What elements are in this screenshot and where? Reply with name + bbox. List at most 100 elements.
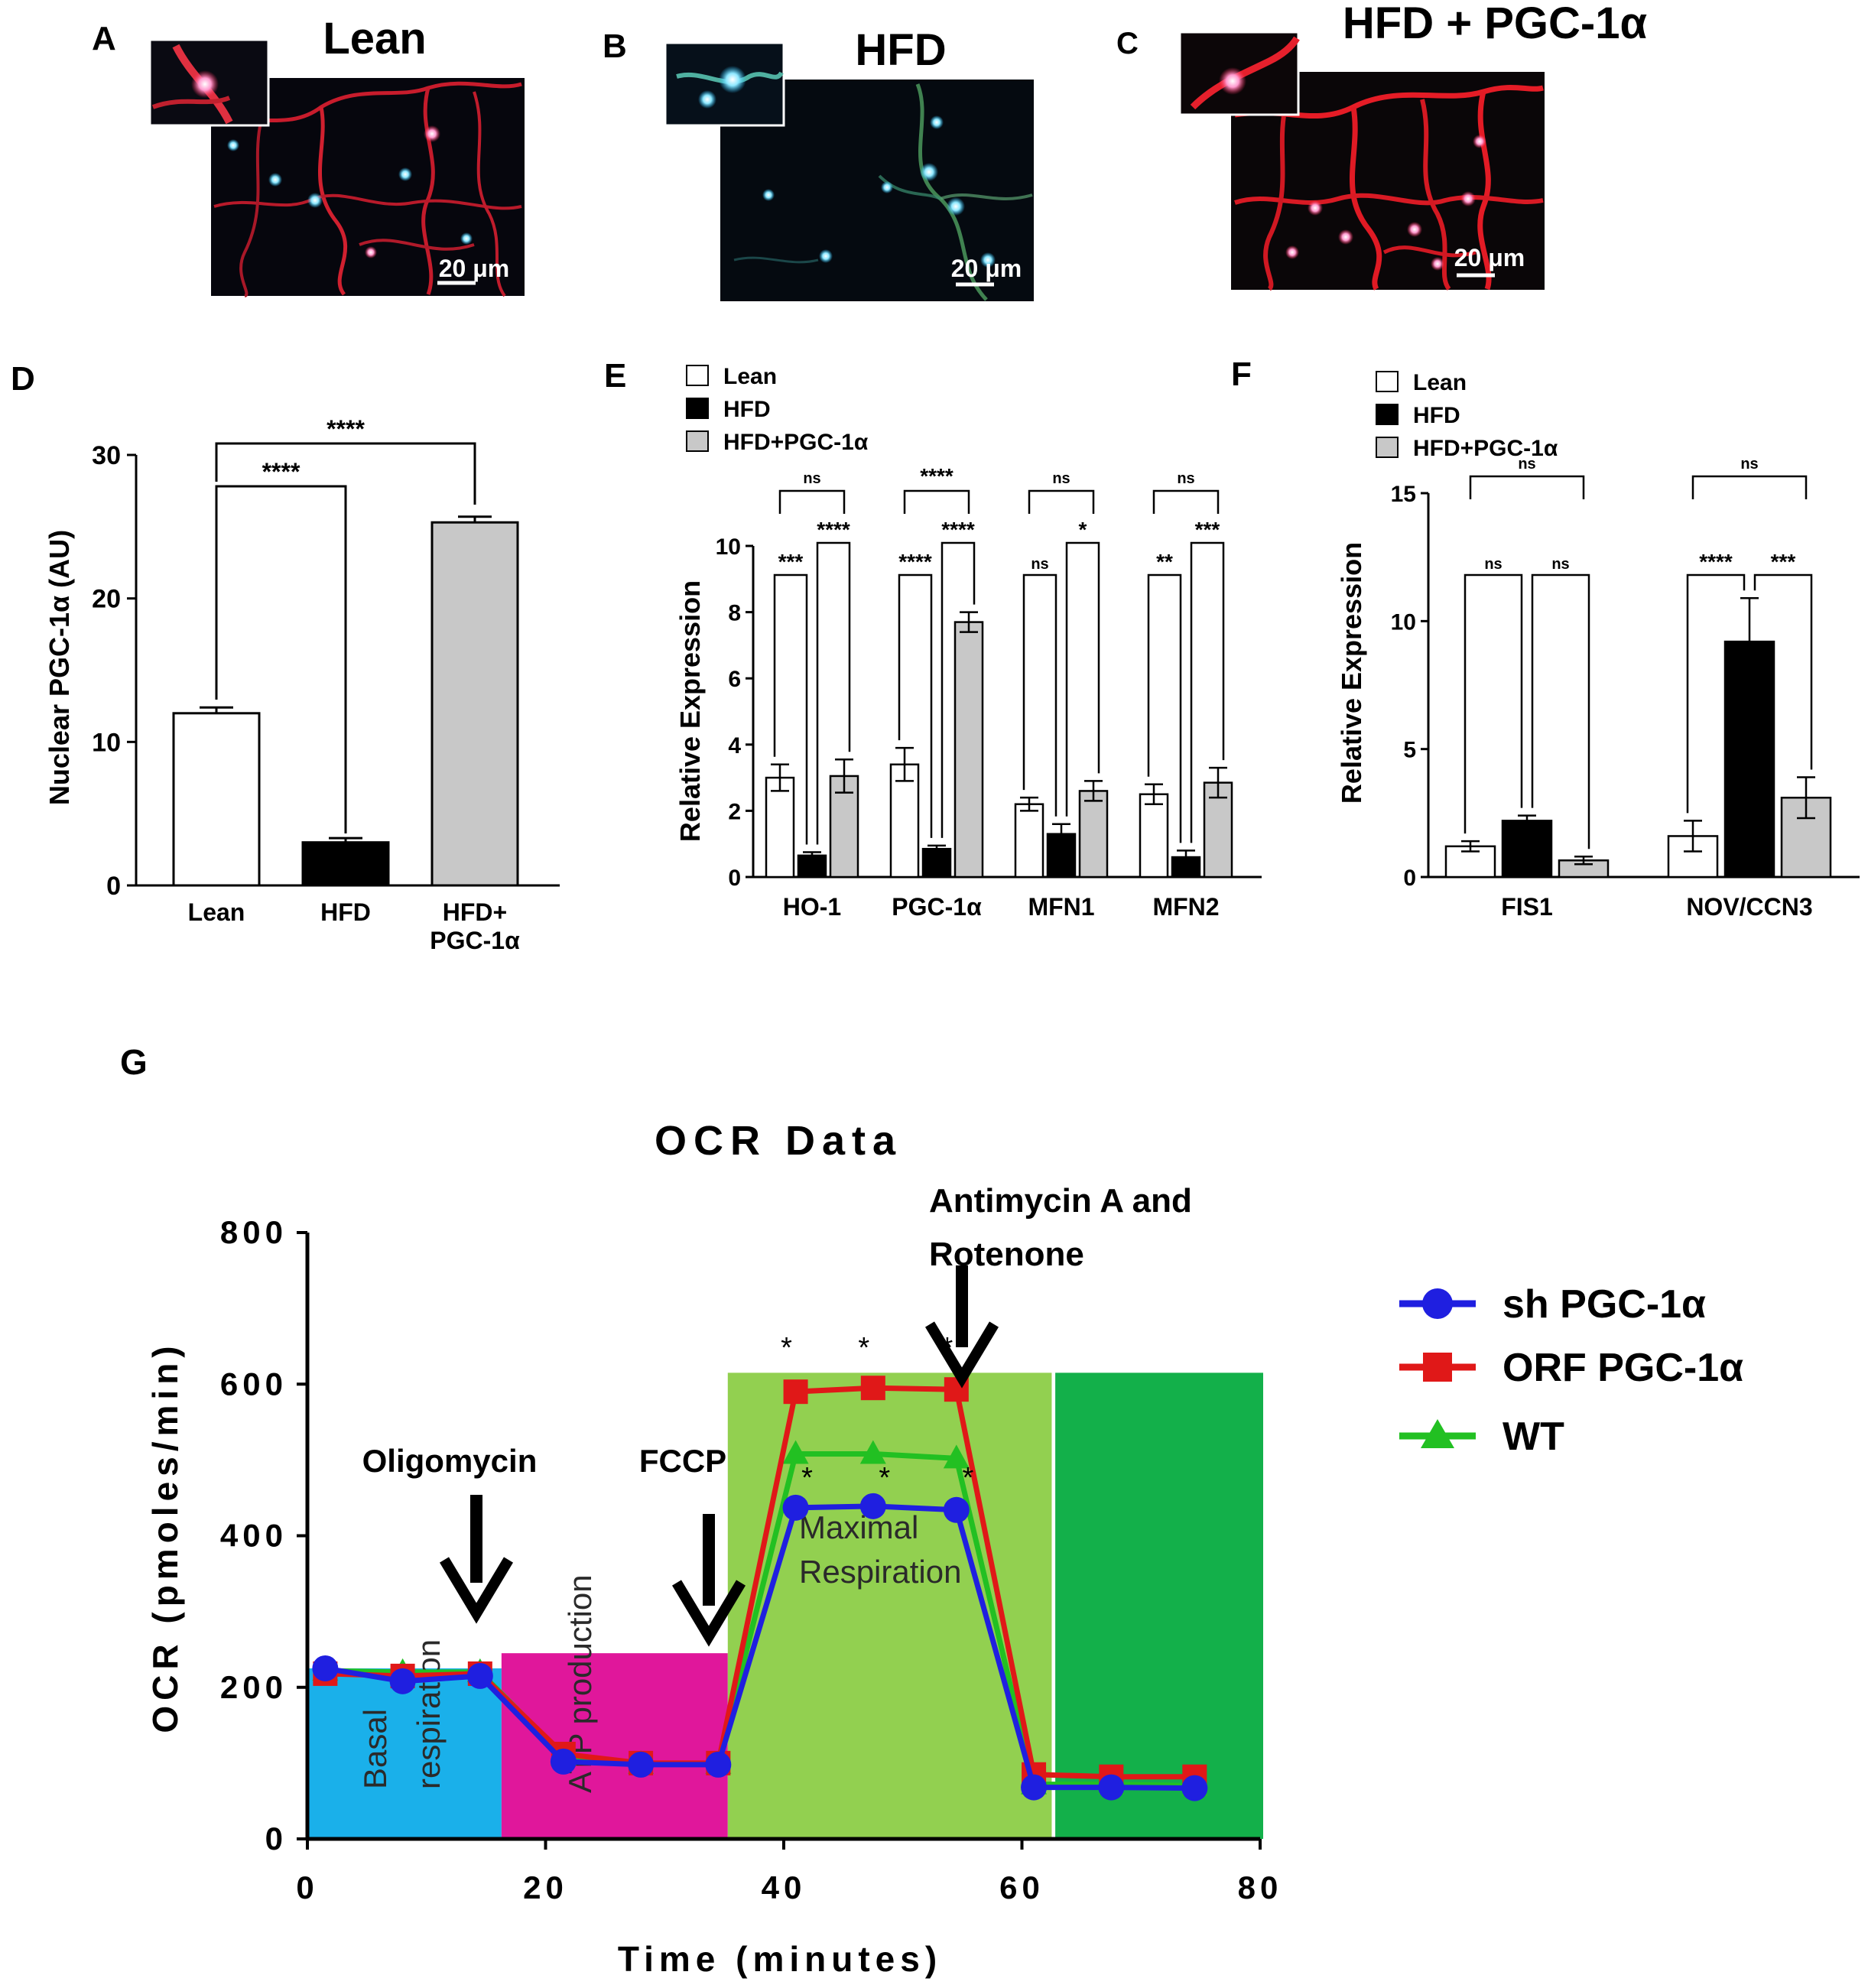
legend-swatch: [686, 398, 709, 419]
bar: [1139, 793, 1169, 879]
y-tick-label: 800: [220, 1214, 288, 1250]
significance-bracket: [1028, 489, 1095, 514]
y-tick-label: 0: [265, 1821, 288, 1856]
significance-label: *: [1079, 518, 1087, 541]
x-tick-label: MFN1: [1028, 893, 1094, 921]
significance-bracket: [898, 573, 933, 838]
panel-c: C HFD + PGC-1α 20 μm: [1116, 0, 1647, 291]
y-tick-label: 15: [1391, 482, 1416, 507]
panel-a-title: Lean: [323, 14, 426, 63]
bar: [889, 763, 920, 879]
chart-e: 0246810LeanHFDHFD+PGC-1αHO-1*******nsPGC…: [686, 364, 1262, 921]
panel-c-letter: C: [1116, 27, 1139, 60]
panel-g-xlabel: Time (minutes): [618, 1939, 942, 1979]
panel-g-letter: G: [120, 1042, 148, 1082]
legend-label: Lean: [1413, 370, 1467, 395]
micrograph-hfd-pgc: 20 μm: [1178, 31, 1545, 291]
y-tick-label: 0: [728, 866, 741, 891]
x-tick-label: PGC-1α: [892, 893, 982, 921]
legend-swatch: [686, 365, 709, 386]
y-tick-label: 200: [220, 1669, 288, 1705]
significance-bracket: [778, 489, 846, 514]
bar: [172, 712, 261, 887]
significance-bracket: [773, 573, 808, 845]
legend-label: HFD: [723, 397, 771, 422]
y-tick-label: 0: [106, 872, 121, 901]
y-tick-label: 4: [728, 733, 741, 758]
panel-g: G OCR Data OCR (pmoles/min) Time (minute…: [120, 1042, 1743, 1979]
phase-region: [307, 1668, 502, 1839]
significance-bracket: [1469, 475, 1585, 499]
bar: [1501, 820, 1553, 879]
fccp-arrow-head: [671, 1580, 746, 1647]
injection-label-oligomycin: Oligomycin: [362, 1443, 538, 1479]
significance-bracket: [1686, 573, 1746, 814]
significance-label: ****: [326, 415, 365, 443]
legend-swatch: [1376, 371, 1399, 392]
significance-label: ****: [817, 518, 850, 541]
data-point: [859, 1440, 886, 1464]
data-point: [782, 1440, 809, 1464]
panel-f: F Relative Expression 0 5 10 15 Lean HFD HFD+P…: [1231, 356, 1860, 921]
x-tick-label: 0: [296, 1869, 318, 1905]
panel-a: A Lean 20 μm: [92, 14, 525, 297]
significance-bracket: [1022, 573, 1057, 817]
data-point: [860, 1376, 885, 1401]
significance-label: ns: [1031, 556, 1048, 573]
oligomycin-arrow-head: [439, 1557, 514, 1624]
y-tick-label: 2: [728, 799, 741, 824]
significance-bracket: [215, 485, 347, 833]
y-tick-label: 6: [728, 667, 741, 692]
x-tick-label: 80: [1238, 1869, 1283, 1905]
data-point: [1098, 1774, 1125, 1801]
phase-region: [1055, 1372, 1263, 1839]
panel-e-letter: E: [604, 357, 626, 395]
y-tick-label: 8: [728, 601, 741, 626]
significance-label: ns: [803, 470, 820, 487]
y-tick-label: 20: [92, 585, 121, 614]
panel-d-ylabel: Nuclear PGC-1α (AU): [44, 530, 75, 805]
significance-label: ns: [1177, 470, 1194, 487]
x-tick-label: 40: [762, 1869, 807, 1905]
significance-label: ****: [920, 464, 953, 488]
panel-g-ylabel: OCR (pmoles/min): [145, 1340, 185, 1733]
legend-swatch: [686, 430, 709, 452]
significance-label: ns: [1740, 456, 1758, 473]
legend-label: HFD: [1413, 403, 1460, 428]
y-tick-label: 30: [92, 441, 121, 470]
significance-label: ****: [262, 458, 301, 486]
data-point: [628, 1751, 655, 1778]
significance-label: ***: [1195, 518, 1220, 541]
x-tick-label: HFD+ PGC-1α: [430, 898, 520, 954]
data-point: [782, 1494, 809, 1521]
region-label-basal: Basal respiration: [357, 1639, 447, 1789]
significance-label: ns: [1551, 556, 1569, 573]
data-point: [943, 1444, 970, 1469]
chart-d: 0 10 20 30 Lean HFD HFD+ PGC-1α **** ****: [92, 415, 560, 954]
significance-label: ns: [1052, 470, 1070, 487]
bar: [921, 847, 952, 879]
significance-bracket: [215, 442, 476, 505]
significance-label: ns: [1484, 556, 1502, 573]
panel-f-ylabel: Relative Expression: [1336, 542, 1367, 804]
panel-b: B HFD 20 μm: [603, 25, 1034, 301]
legend-label: HFD+PGC-1α: [723, 430, 869, 455]
panel-d: D Nuclear PGC-1α (AU) 0 10 20 30 Lean HFD HFD+…: [11, 360, 560, 954]
significance-bracket: [816, 541, 851, 845]
data-point: [550, 1748, 577, 1775]
panel-d-letter: D: [11, 360, 35, 398]
significance-bracket: [1531, 573, 1590, 849]
series-line-ORF-PGC-1α: [325, 1385, 1195, 1780]
x-tick-label: HFD: [320, 898, 371, 926]
panel-g-title: OCR Data: [655, 1118, 902, 1164]
bar: [1014, 803, 1044, 879]
legend-swatch: [1376, 437, 1399, 458]
x-tick-label: MFN2: [1152, 893, 1219, 921]
chart-f: 0 5 10 15 Lean HFD HFD+PGC-1α FIS1 ns ns ns NOV/CCN…: [1376, 370, 1860, 921]
x-tick-label: HO-1: [783, 893, 841, 921]
y-tick-label: 10: [92, 728, 121, 757]
x-tick-label: 60: [999, 1869, 1044, 1905]
scale-bar-b: 20 μm: [951, 255, 1022, 282]
significance-label: ***: [1771, 550, 1796, 573]
x-tick-label: FIS1: [1501, 893, 1553, 921]
